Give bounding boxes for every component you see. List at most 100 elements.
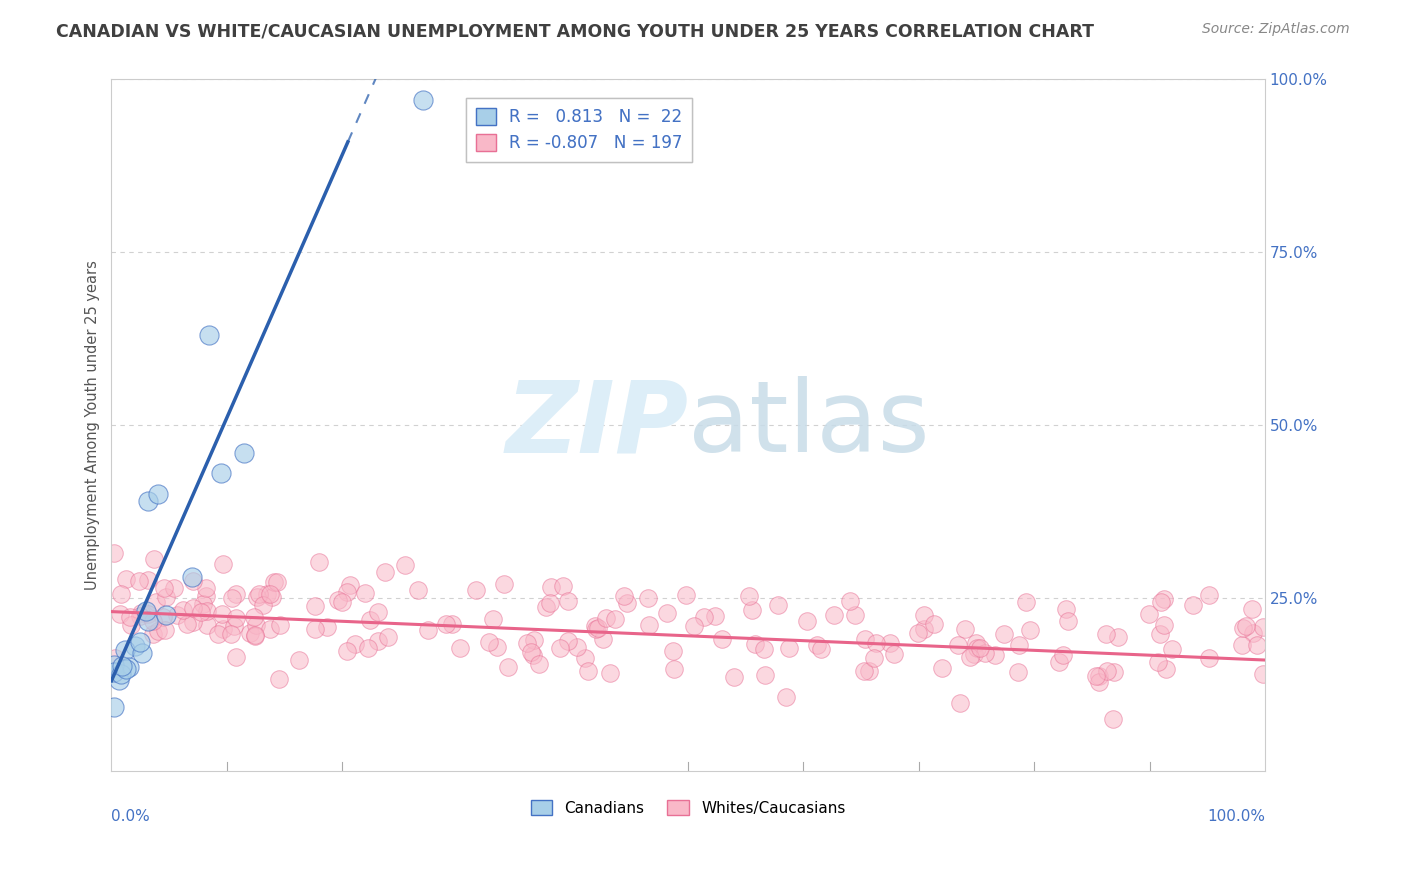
Point (523, 633, 546, 648)
Point (308, 555, 330, 569)
Point (367, 633, 389, 648)
Point (142, 627, 165, 641)
Point (152, 609, 174, 624)
Point (211, 622, 233, 636)
Point (853, 664, 876, 678)
Point (744, 636, 766, 650)
Point (599, 666, 621, 681)
Point (527, 657, 550, 671)
Point (245, 591, 267, 605)
Point (574, 650, 596, 665)
Point (595, 611, 617, 625)
Point (1007, 665, 1029, 679)
Point (155, 590, 177, 604)
Y-axis label: Unemployment Among Youth under 25 years: Unemployment Among Youth under 25 years (86, 260, 100, 590)
Point (304, 623, 326, 637)
Point (359, 614, 381, 628)
Point (195, 604, 218, 618)
Point (195, 581, 218, 595)
Point (478, 635, 501, 649)
Point (1240, 601, 1263, 615)
Point (245, 618, 267, 632)
Point (1198, 588, 1220, 602)
Point (796, 614, 818, 628)
Point (494, 577, 516, 591)
Point (551, 579, 574, 593)
Point (754, 668, 776, 682)
Point (153, 623, 176, 637)
Point (114, 662, 136, 676)
Point (259, 587, 281, 601)
Point (565, 640, 588, 654)
Point (367, 605, 389, 619)
Point (103, 658, 125, 673)
Point (129, 609, 152, 624)
Point (288, 653, 311, 667)
Point (104, 651, 127, 665)
Point (153, 581, 176, 595)
Point (211, 557, 233, 571)
Point (879, 635, 901, 649)
Point (637, 618, 659, 632)
Point (1154, 662, 1177, 676)
Point (1101, 712, 1123, 726)
Point (1149, 627, 1171, 641)
Point (207, 627, 229, 641)
Point (585, 622, 607, 636)
Point (222, 619, 245, 633)
Point (1241, 626, 1264, 640)
Point (1251, 667, 1274, 681)
Point (440, 617, 463, 632)
Point (181, 570, 204, 584)
Point (197, 618, 219, 632)
Point (482, 612, 505, 626)
Point (131, 646, 153, 660)
Text: Source: ZipAtlas.com: Source: ZipAtlas.com (1202, 22, 1350, 37)
Point (949, 696, 972, 710)
Point (682, 619, 704, 633)
Point (907, 625, 929, 640)
Point (1047, 656, 1070, 670)
Point (738, 589, 761, 603)
Text: ZIP: ZIP (505, 376, 688, 474)
Point (103, 665, 125, 679)
Point (922, 616, 945, 631)
Point (603, 611, 626, 625)
Point (191, 597, 214, 611)
Point (1139, 607, 1161, 622)
Point (883, 647, 905, 661)
Point (146, 624, 169, 638)
Point (198, 327, 221, 342)
Point (172, 603, 194, 617)
Point (959, 649, 981, 664)
Text: atlas: atlas (688, 376, 929, 474)
Point (316, 620, 339, 634)
Point (465, 583, 488, 598)
Text: CANADIAN VS WHITE/CAUCASIAN UNEMPLOYMENT AMONG YOUTH UNDER 25 YEARS CORRELATION : CANADIAN VS WHITE/CAUCASIAN UNEMPLOYMENT… (56, 22, 1094, 40)
Point (616, 596, 638, 610)
Point (1153, 591, 1175, 606)
Point (586, 621, 609, 635)
Point (534, 599, 557, 614)
Point (155, 608, 177, 623)
Point (1019, 623, 1042, 637)
Point (973, 647, 995, 661)
Point (557, 594, 579, 608)
Point (129, 635, 152, 649)
Point (1015, 595, 1038, 609)
Point (965, 636, 987, 650)
Point (692, 610, 714, 624)
Point (269, 618, 291, 632)
Point (1088, 669, 1111, 683)
Point (247, 587, 270, 601)
Point (953, 622, 976, 636)
Point (775, 690, 797, 704)
Point (330, 595, 353, 609)
Point (741, 603, 763, 617)
Point (838, 594, 860, 608)
Point (181, 615, 204, 630)
Point (111, 659, 134, 673)
Point (540, 580, 562, 594)
Point (1251, 620, 1274, 634)
Point (233, 445, 256, 459)
